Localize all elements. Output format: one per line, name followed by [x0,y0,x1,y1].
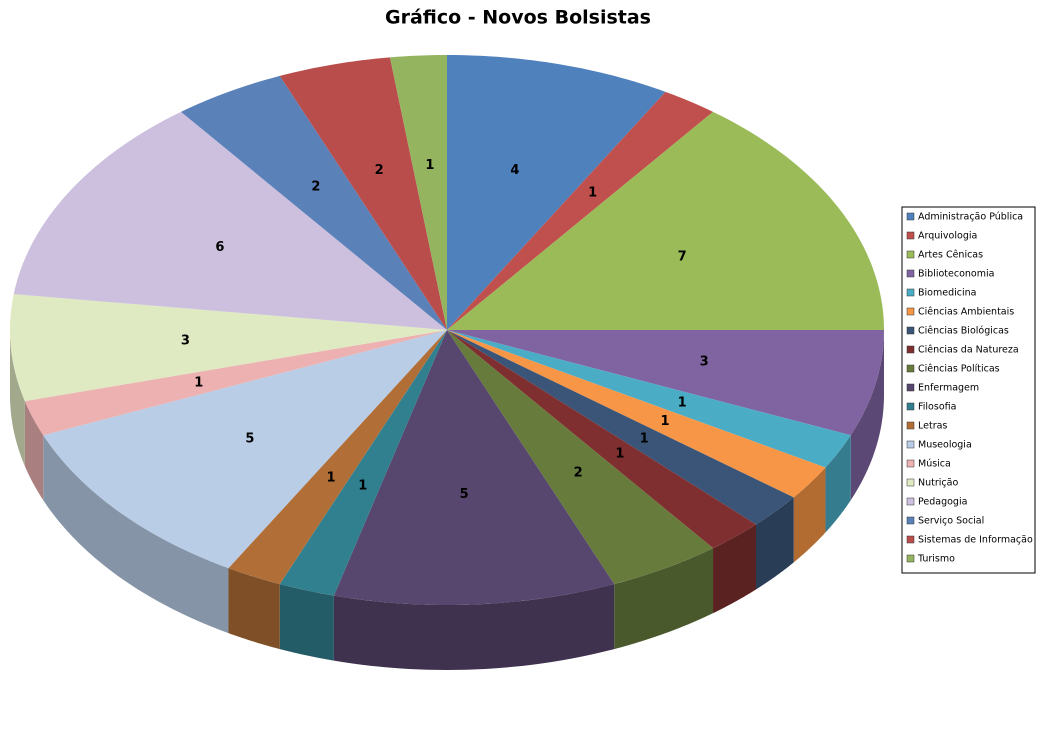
slice-side [614,548,714,650]
slice [447,91,714,330]
data-label: 3 [700,355,709,370]
legend-swatch [906,250,915,259]
data-label: 4 [510,163,519,178]
slice [10,294,447,402]
data-label: 7 [678,250,687,265]
slice [447,55,666,330]
slice-side [793,467,826,563]
data-label: 2 [311,180,320,195]
slice [447,330,714,585]
legend-label: Ciências Ambientais [918,307,1014,318]
slice [447,330,757,549]
legend-label: Ciências Políticas [918,364,1000,375]
legend-label: Letras [918,421,947,432]
slice [228,330,447,585]
legend-swatch [906,288,915,297]
slice [447,330,794,525]
data-label: 1 [660,414,669,429]
data-label: 1 [588,185,597,200]
legend-label: Ciências Biológicas [918,326,1009,337]
data-label: 1 [358,479,367,494]
data-label: 5 [460,487,469,502]
legend-label: Sistemas de Informação [918,535,1033,546]
legend-swatch [906,535,915,544]
slice [447,330,851,468]
slice-side [24,401,44,501]
slice-side [333,584,615,670]
data-label: 5 [245,431,254,446]
chart-title: Gráfico - Novos Bolsistas [385,7,651,29]
legend-swatch [906,212,915,221]
slice [24,330,448,436]
legend-swatch [906,478,915,487]
legend-label: Filosofia [918,402,956,413]
legend-label: Arquivologia [918,231,977,242]
legend-label: Turismo [917,554,955,565]
legend-label: Biblioteconomia [918,269,994,280]
legend-label: Ciências da Natureza [918,345,1019,356]
data-label: 1 [615,447,624,462]
slice-side [10,330,25,467]
data-label: 1 [425,158,434,173]
legend-swatch [906,516,915,525]
slice-side [850,330,884,501]
slice [279,57,447,331]
legend-swatch [906,307,915,316]
legend-swatch [906,497,915,506]
pie-tops [10,55,884,605]
legend-swatch [906,345,915,354]
legend-label: Pedagogia [918,497,967,508]
slice [180,75,447,330]
slice [447,111,884,330]
slice-side [713,524,757,614]
slice [447,330,826,498]
legend-swatch [906,326,915,335]
legend-label: Música [918,459,951,470]
data-label: 1 [327,470,336,485]
slice [447,330,884,436]
legend-swatch [906,383,915,392]
slice [389,55,447,330]
legend-swatch [906,231,915,240]
legend-label: Biomedicina [918,288,976,299]
legend-box [901,206,1036,574]
data-label: 1 [678,395,687,410]
legend-label: Nutrição [918,478,958,489]
data-label: 1 [640,431,649,446]
legend-label: Administração Pública [918,212,1023,223]
slice-side [228,568,280,650]
legend-swatch [906,364,915,373]
legend-label: Enfermagem [918,383,979,394]
slice [333,330,615,605]
legend-swatch [906,440,915,449]
slice [13,111,448,330]
data-label: 2 [574,465,583,480]
legend-swatch [906,421,915,430]
pie-sides [10,330,884,670]
legend-swatch [906,402,915,411]
legend-label: Museologia [918,440,972,451]
legend-label: Serviço Social [918,516,984,527]
slice [43,330,447,569]
legend-swatch [906,269,915,278]
data-label: 6 [215,240,224,255]
slice-side [825,435,851,533]
slice [279,330,447,596]
slice-side [279,584,334,661]
legend-swatch [906,554,915,563]
data-label: 2 [375,163,384,178]
slice-side [43,435,229,634]
legend-label: Artes Cênicas [918,250,983,261]
legend: Administração Pública Arquivologia Artes C… [906,212,1033,565]
data-label: 1 [194,376,203,391]
legend-swatch [906,459,915,468]
data-label: 3 [181,333,190,348]
slice-side [756,497,794,590]
